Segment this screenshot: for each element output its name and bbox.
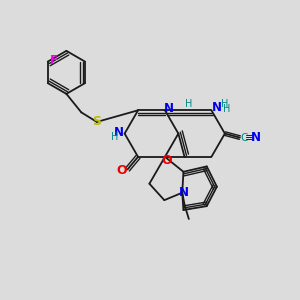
Text: N: N	[250, 131, 260, 144]
Text: N: N	[178, 186, 188, 199]
Text: S: S	[92, 116, 101, 128]
Text: F: F	[50, 54, 58, 67]
Text: N: N	[164, 102, 173, 115]
Text: H: H	[185, 99, 193, 109]
Text: H: H	[221, 99, 229, 109]
Text: H: H	[111, 132, 119, 142]
Text: ≡: ≡	[245, 133, 254, 142]
Text: O: O	[161, 154, 172, 167]
Text: H: H	[223, 104, 231, 114]
Text: N: N	[114, 126, 124, 139]
Text: O: O	[117, 164, 128, 177]
Text: C: C	[240, 133, 247, 142]
Text: N: N	[212, 101, 222, 114]
